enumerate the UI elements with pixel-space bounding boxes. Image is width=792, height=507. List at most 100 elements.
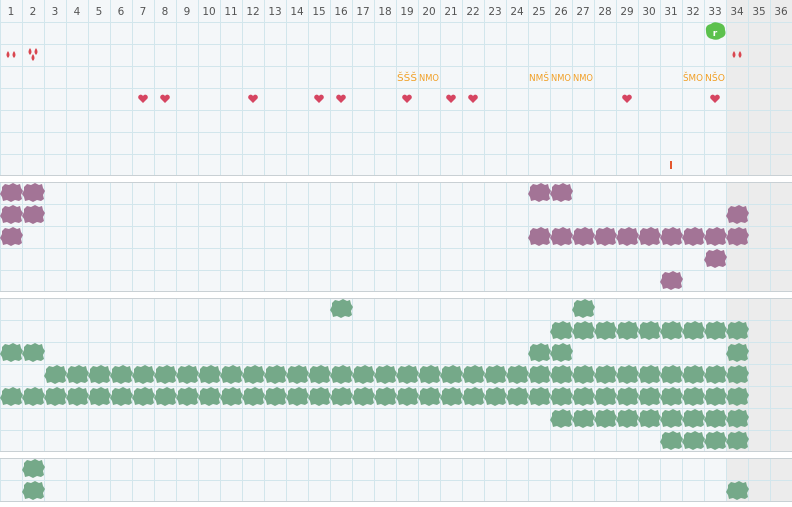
green-blob-icon[interactable] <box>154 365 177 384</box>
green-blob-icon[interactable] <box>528 365 551 384</box>
green-blob-icon[interactable] <box>242 365 265 384</box>
green-blob-icon[interactable] <box>528 343 551 362</box>
purple-blob-icon[interactable] <box>22 205 45 224</box>
green-blob-icon[interactable] <box>374 387 397 406</box>
green-blob-icon[interactable] <box>110 387 133 406</box>
green-blob-icon[interactable] <box>704 365 727 384</box>
green-blob-icon[interactable] <box>396 387 419 406</box>
green-blob-icon[interactable] <box>572 299 595 318</box>
green-blob-icon[interactable] <box>198 365 221 384</box>
heart-icon[interactable] <box>402 94 412 103</box>
column-header-34[interactable]: 34 <box>730 6 744 18</box>
green-blob-icon[interactable] <box>264 387 287 406</box>
green-blob-icon[interactable] <box>176 365 199 384</box>
column-header-12[interactable]: 12 <box>246 6 259 18</box>
green-blob-icon[interactable] <box>66 387 89 406</box>
purple-blob-icon[interactable] <box>528 183 551 202</box>
green-blob-icon[interactable] <box>616 365 639 384</box>
column-header-25[interactable]: 25 <box>532 6 545 18</box>
green-blob-icon[interactable] <box>726 365 749 384</box>
letter-group[interactable]: NMŠ <box>529 71 549 84</box>
green-blob-icon[interactable] <box>88 387 111 406</box>
green-blob-icon[interactable] <box>638 409 661 428</box>
green-blob-icon[interactable] <box>198 387 221 406</box>
green-blob-icon[interactable] <box>638 321 661 340</box>
column-header-15[interactable]: 15 <box>312 6 325 18</box>
letter-group[interactable]: NMO <box>573 73 593 84</box>
green-blob-icon[interactable] <box>638 365 661 384</box>
heart-icon[interactable] <box>336 94 346 103</box>
green-blob-icon[interactable] <box>572 365 595 384</box>
column-header-21[interactable]: 21 <box>444 6 457 18</box>
column-header-10[interactable]: 10 <box>202 6 215 18</box>
purple-blob-icon[interactable] <box>550 183 573 202</box>
letter-group[interactable]: ŠMO <box>683 71 703 84</box>
green-blob-icon[interactable] <box>308 365 331 384</box>
green-blob-icon[interactable] <box>286 365 309 384</box>
green-blob-icon[interactable] <box>594 409 617 428</box>
green-blob-icon[interactable] <box>594 387 617 406</box>
column-header-20[interactable]: 20 <box>422 6 435 18</box>
column-header-24[interactable]: 24 <box>510 6 524 18</box>
green-blob-icon[interactable] <box>132 365 155 384</box>
green-blob-icon[interactable] <box>550 387 573 406</box>
green-blob-icon[interactable] <box>22 459 45 478</box>
purple-blob-icon[interactable] <box>726 205 749 224</box>
green-blob-icon[interactable] <box>462 365 485 384</box>
green-blob-icon[interactable] <box>242 387 265 406</box>
purple-blob-icon[interactable] <box>638 227 661 246</box>
green-blob-icon[interactable] <box>682 365 705 384</box>
green-blob-icon[interactable] <box>66 365 89 384</box>
green-blob-icon[interactable] <box>418 365 441 384</box>
heart-icon[interactable] <box>248 94 258 103</box>
column-header-26[interactable]: 26 <box>554 6 568 18</box>
green-blob-icon[interactable] <box>638 387 661 406</box>
green-blob-icon[interactable] <box>704 387 727 406</box>
purple-blob-icon[interactable] <box>594 227 617 246</box>
green-blob-icon[interactable] <box>418 387 441 406</box>
column-header-33[interactable]: 33 <box>708 6 721 18</box>
green-blob-icon[interactable] <box>330 365 353 384</box>
purple-blob-icon[interactable] <box>0 183 23 202</box>
column-header-29[interactable]: 29 <box>620 6 633 18</box>
green-blob-icon[interactable] <box>374 365 397 384</box>
green-blob-icon[interactable] <box>594 321 617 340</box>
green-blob-icon[interactable] <box>726 321 749 340</box>
column-header-9[interactable]: 9 <box>184 6 191 18</box>
green-blob-icon[interactable] <box>506 387 529 406</box>
column-header-8[interactable]: 8 <box>162 6 169 18</box>
column-header-18[interactable]: 18 <box>378 6 391 18</box>
column-header-31[interactable]: 31 <box>664 6 677 18</box>
green-blob-icon[interactable] <box>616 321 639 340</box>
column-header-4[interactable]: 4 <box>74 6 81 18</box>
green-blob-icon[interactable] <box>682 387 705 406</box>
green-blob-icon[interactable] <box>616 409 639 428</box>
green-blob-icon[interactable] <box>440 365 463 384</box>
green-blob-icon[interactable] <box>264 365 287 384</box>
purple-blob-icon[interactable] <box>528 227 551 246</box>
purple-blob-icon[interactable] <box>682 227 705 246</box>
green-blob-icon[interactable] <box>594 365 617 384</box>
green-blob-icon[interactable] <box>550 343 573 362</box>
purple-blob-icon[interactable] <box>704 249 727 268</box>
column-header-17[interactable]: 17 <box>356 6 369 18</box>
purple-blob-icon[interactable] <box>0 227 23 246</box>
green-blob-icon[interactable] <box>44 365 67 384</box>
purple-blob-icon[interactable] <box>0 205 23 224</box>
green-blob-icon[interactable] <box>660 365 683 384</box>
green-blob-icon[interactable] <box>352 365 375 384</box>
flag-badge-icon[interactable]: r <box>705 22 726 40</box>
green-blob-icon[interactable] <box>726 387 749 406</box>
green-blob-icon[interactable] <box>660 321 683 340</box>
purple-blob-icon[interactable] <box>660 227 683 246</box>
green-blob-icon[interactable] <box>726 343 749 362</box>
green-blob-icon[interactable] <box>550 365 573 384</box>
green-blob-icon[interactable] <box>660 431 683 450</box>
green-blob-icon[interactable] <box>704 431 727 450</box>
purple-blob-icon[interactable] <box>22 183 45 202</box>
green-blob-icon[interactable] <box>572 387 595 406</box>
green-blob-icon[interactable] <box>572 409 595 428</box>
column-header-32[interactable]: 32 <box>686 6 699 18</box>
purple-blob-icon[interactable] <box>726 227 749 246</box>
green-blob-icon[interactable] <box>22 387 45 406</box>
